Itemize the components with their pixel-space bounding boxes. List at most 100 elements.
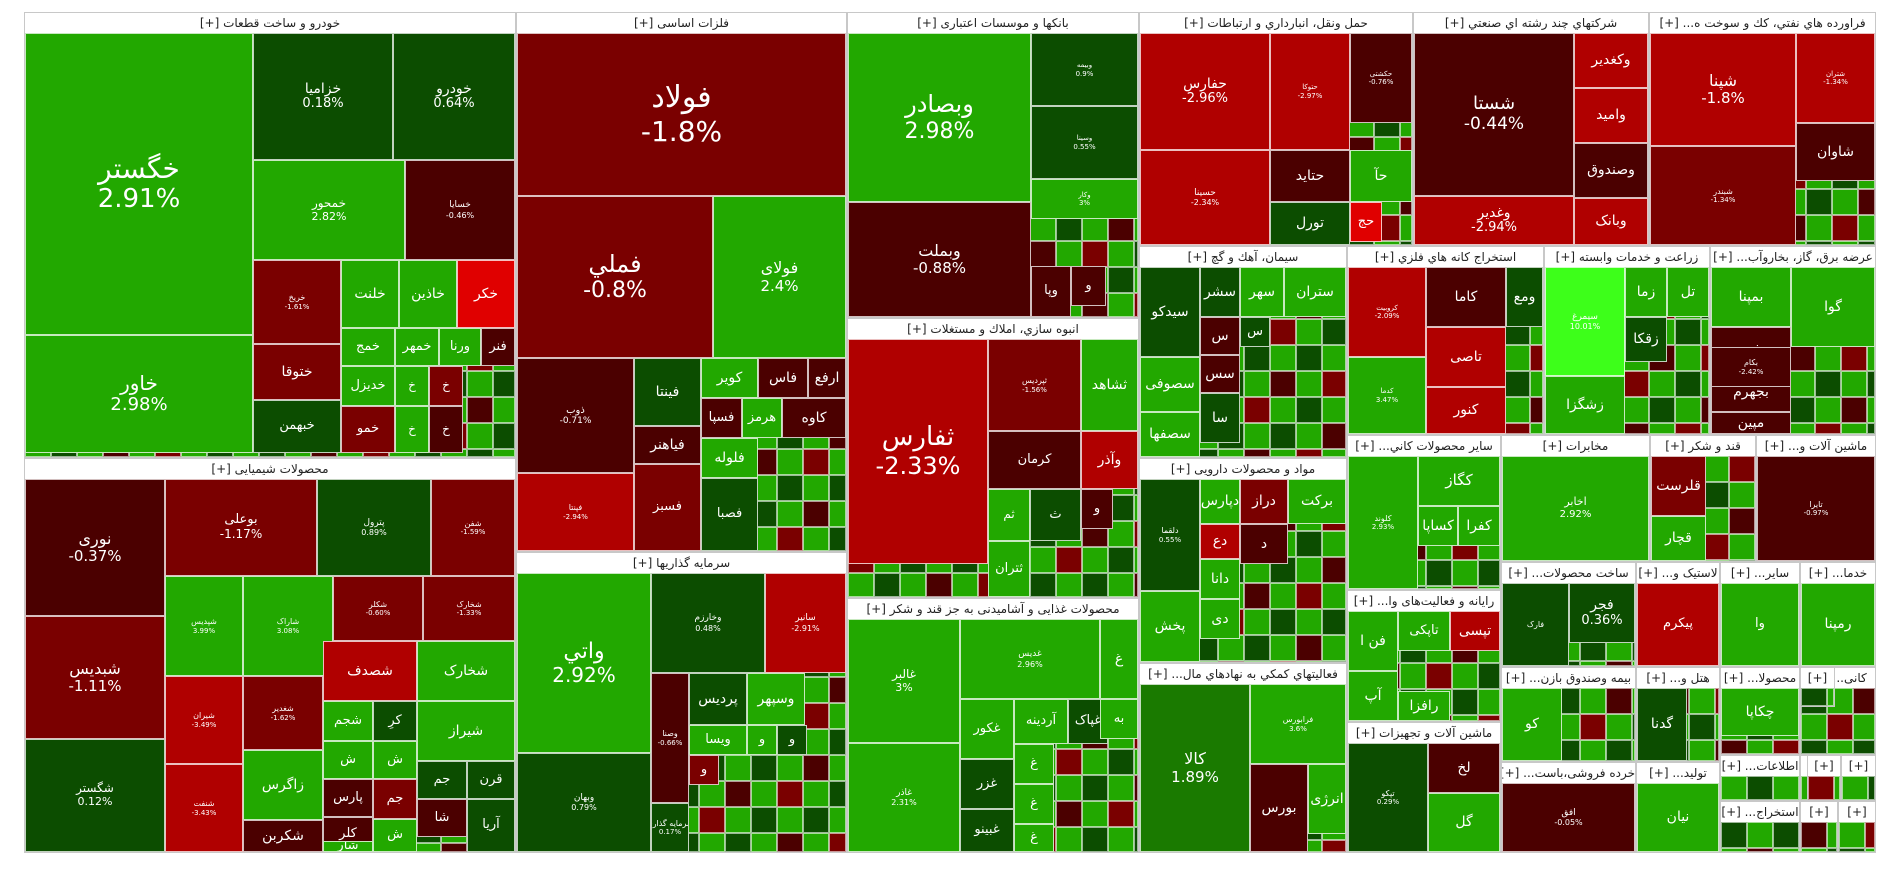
stock-tile[interactable]: وسپهر: [747, 673, 805, 725]
stock-tile[interactable]: فلوله: [701, 438, 758, 478]
stock-tile[interactable]: فاس: [758, 358, 808, 398]
stock-tile[interactable]: شپنا -1.8%: [1650, 33, 1796, 146]
sector-header[interactable]: بانکها و موسسات اعتباری [+]: [848, 13, 1138, 33]
stock-tile[interactable]: وخارزم 0.48%: [651, 573, 765, 673]
sector-header[interactable]: مخابرات [+]: [1502, 436, 1649, 456]
stock-tile[interactable]: سیدکو: [1140, 267, 1200, 357]
stock-tile[interactable]: وسینا 0.55%: [1031, 106, 1138, 179]
stock-tile[interactable]: کرِ: [373, 701, 417, 741]
stock-tile[interactable]: خمج: [341, 328, 395, 366]
stock-tile[interactable]: تل: [1667, 267, 1709, 317]
stock-tile[interactable]: وبهان 0.79%: [517, 753, 651, 852]
stock-tile[interactable]: شکلر -0.60%: [333, 576, 423, 641]
sector-header[interactable]: فعاليتهاي كمكي به نهادهاي مال... [+]: [1140, 664, 1346, 684]
stock-tile[interactable]: ورنا: [439, 328, 481, 366]
stock-tile[interactable]: سس: [1200, 355, 1240, 393]
stock-tile[interactable]: کلوند 2.93%: [1348, 456, 1418, 589]
stock-tile[interactable]: کاما: [1426, 267, 1506, 327]
stock-tile[interactable]: خزامیا 0.18%: [253, 33, 393, 160]
stock-tile[interactable]: پیکرم: [1637, 583, 1719, 666]
stock-tile[interactable]: شستا -0.44%: [1414, 33, 1574, 196]
sector-header[interactable]: فراورده هاي نفتي، كك و سوخت ه... [+]: [1650, 13, 1875, 33]
stock-tile[interactable]: سیمرغ 10.01%: [1545, 267, 1625, 376]
stock-tile[interactable]: رمپنا: [1801, 583, 1875, 666]
stock-tile[interactable]: واتي 2.92%: [517, 573, 651, 753]
stock-tile[interactable]: وبانک: [1574, 198, 1648, 245]
stock-tile[interactable]: خلنت: [341, 260, 399, 328]
stock-tile[interactable]: شتران -1.34%: [1796, 33, 1875, 123]
stock-tile[interactable]: غ: [1014, 784, 1054, 824]
sector-header[interactable]: استخراج کانه هاي فلزي [+]: [1348, 247, 1543, 267]
stock-tile[interactable]: کاوه: [782, 398, 846, 438]
stock-tile[interactable]: ش: [323, 741, 373, 779]
sector-header[interactable]: [+]: [1839, 802, 1875, 822]
stock-tile[interactable]: و: [777, 725, 807, 755]
stock-tile[interactable]: حکشتی -0.76%: [1350, 33, 1412, 123]
stock-tile[interactable]: زشگزا: [1545, 376, 1625, 434]
stock-tile[interactable]: به: [1100, 699, 1138, 739]
stock-tile[interactable]: خگستر 2.91%: [25, 33, 253, 335]
stock-tile[interactable]: شبدیس -1.11%: [25, 616, 165, 739]
stock-tile[interactable]: شا: [417, 799, 467, 837]
stock-tile[interactable]: تاپکی: [1398, 611, 1450, 651]
stock-tile[interactable]: دع: [1200, 524, 1240, 559]
stock-tile[interactable]: سرمایه گذاری0.17%: [651, 803, 689, 852]
stock-tile[interactable]: خ: [395, 366, 429, 406]
sector-header[interactable]: رایانه و فعالیت‌های وا... [+]: [1348, 591, 1500, 611]
stock-tile[interactable]: دپارس: [1200, 479, 1240, 524]
sector-header[interactable]: هتل و... [+]: [1637, 668, 1719, 688]
stock-tile[interactable]: وصندوق: [1574, 143, 1648, 198]
stock-tile[interactable]: وامید: [1574, 88, 1648, 143]
stock-tile[interactable]: غ: [1100, 619, 1138, 699]
sector-header[interactable]: مواد و محصولات دارویی [+]: [1140, 459, 1346, 479]
stock-tile[interactable]: شخارک: [417, 641, 515, 701]
stock-tile[interactable]: ثم: [988, 489, 1030, 541]
stock-tile[interactable]: قچار: [1651, 516, 1706, 561]
stock-tile[interactable]: گل: [1428, 793, 1500, 852]
stock-tile[interactable]: کفرا: [1458, 506, 1500, 546]
stock-tile[interactable]: دلقما 0.55%: [1140, 479, 1200, 591]
stock-tile[interactable]: شنفت -3.43%: [165, 764, 243, 852]
stock-tile[interactable]: قرن: [467, 761, 515, 799]
stock-tile[interactable]: غاذر 2.31%: [848, 743, 960, 852]
stock-tile[interactable]: تورل: [1270, 202, 1350, 245]
sector-header[interactable]: سایر... [+]: [1721, 563, 1799, 583]
stock-tile[interactable]: شاوان: [1796, 123, 1875, 181]
stock-tile[interactable]: شغدیر -1.62%: [243, 676, 323, 750]
stock-tile[interactable]: فولاد -1.8%: [517, 33, 846, 196]
stock-tile[interactable]: غبینو: [960, 809, 1014, 852]
stock-tile[interactable]: دراز: [1240, 479, 1288, 524]
stock-tile[interactable]: آریا: [467, 799, 515, 852]
stock-tile[interactable]: حتاید: [1270, 150, 1350, 202]
stock-tile[interactable]: س: [1240, 317, 1270, 347]
stock-tile[interactable]: گدنا: [1637, 688, 1687, 761]
stock-tile[interactable]: هرمز: [742, 398, 782, 438]
stock-tile[interactable]: کساپا: [1418, 506, 1458, 546]
sector-header[interactable]: شرکتهاي چند رشته اي صنعتي [+]: [1414, 13, 1648, 33]
stock-tile[interactable]: حسینا -2.34%: [1140, 150, 1270, 245]
stock-tile[interactable]: فرابورس 3.6%: [1250, 684, 1346, 764]
stock-tile[interactable]: انرژی: [1308, 764, 1346, 834]
sector-header[interactable]: عرضه برق، گاز، بخاروآب... [+]: [1711, 247, 1875, 267]
sector-header[interactable]: سرمایه گذاریها [+]: [517, 553, 846, 573]
sector-header[interactable]: اطلاعات... [+]: [1721, 756, 1799, 776]
sector-header[interactable]: ساخت محصولات... [+]: [1502, 563, 1635, 583]
stock-tile[interactable]: ثشاهد: [1081, 339, 1138, 431]
stock-tile[interactable]: آردینه: [1014, 699, 1068, 744]
stock-tile[interactable]: فسبز: [634, 464, 701, 551]
stock-tile[interactable]: و: [1071, 266, 1106, 306]
stock-tile[interactable]: وصنا -0.66%: [651, 673, 689, 803]
stock-tile[interactable]: فپنتا -2.94%: [517, 473, 634, 551]
stock-tile[interactable]: شار: [323, 841, 373, 852]
stock-tile[interactable]: و: [689, 755, 719, 785]
stock-tile[interactable]: دی: [1200, 599, 1240, 639]
stock-tile[interactable]: بوعلی -1.17%: [165, 479, 317, 576]
sector-header[interactable]: سيمان، آهك و گچ [+]: [1140, 247, 1346, 267]
stock-tile[interactable]: حج: [1350, 202, 1382, 242]
stock-tile[interactable]: جم: [373, 779, 417, 819]
stock-tile[interactable]: شفن -1.59%: [431, 479, 515, 576]
sector-header[interactable]: زراعت و خدمات وابسته [+]: [1545, 247, 1709, 267]
stock-tile[interactable]: افق -0.05%: [1502, 783, 1635, 852]
stock-tile[interactable]: سهر: [1240, 267, 1284, 317]
stock-tile[interactable]: شکربن: [243, 820, 323, 852]
